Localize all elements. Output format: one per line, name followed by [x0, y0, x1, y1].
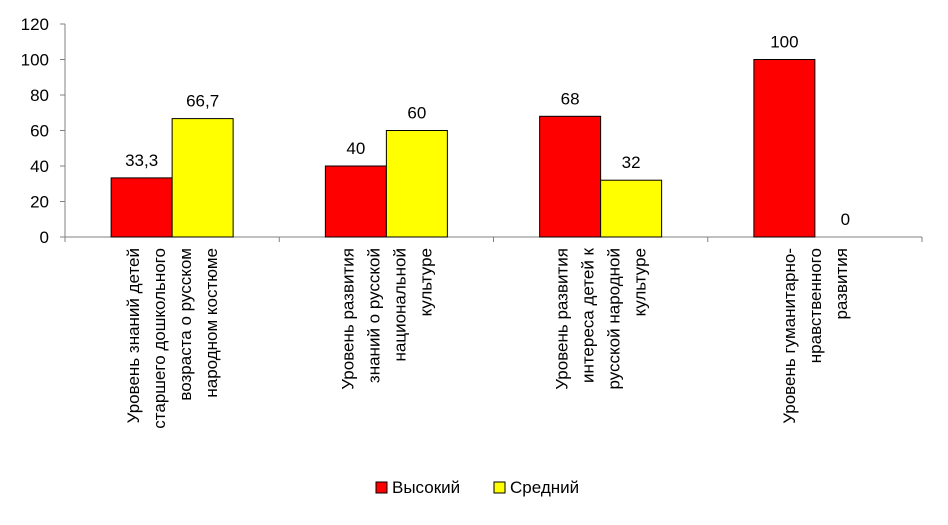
data-label: 32: [622, 153, 641, 172]
data-label: 66,7: [186, 92, 219, 111]
legend-swatch-high: [375, 481, 388, 494]
bar-medium: [385, 130, 448, 238]
bar-high: [324, 165, 387, 238]
data-label: 100: [770, 33, 798, 52]
y-tick-label: 20: [30, 193, 49, 212]
y-tick-label: 120: [21, 15, 49, 34]
data-label: 60: [407, 104, 426, 123]
category-label-line: нравственного: [806, 248, 825, 363]
y-tick-label: 0: [40, 228, 49, 247]
bar-high: [110, 177, 173, 238]
data-label: 33,3: [125, 151, 158, 170]
category-label-line: интереса детей к: [579, 247, 598, 383]
category-label-line: старшего дошкольного: [150, 248, 169, 429]
bars: [110, 59, 816, 238]
category-label-line: Уровень развития: [338, 248, 357, 390]
category-label-line: народном костюме: [202, 248, 221, 398]
category-label-line: Уровень гуманитарно-: [780, 248, 799, 424]
legend: Высокий Средний: [375, 478, 579, 497]
category-label-line: развития: [832, 248, 851, 320]
data-label: 68: [561, 89, 580, 108]
y-tick-label: 60: [30, 122, 49, 141]
data-labels: 33,3 66,7 40 60 68 32 100 0: [125, 33, 850, 230]
legend-swatch-medium: [493, 481, 506, 494]
y-tick-label: 80: [30, 86, 49, 105]
data-label: 40: [346, 139, 365, 158]
category-label-line: возраста о русском: [176, 248, 195, 401]
legend-label: Высокий: [392, 478, 460, 497]
category-label-line: культуре: [631, 248, 650, 316]
data-label: 0: [841, 210, 850, 229]
category-label-line: русской народной: [605, 248, 624, 390]
bar-medium: [600, 179, 663, 238]
y-tick-label: 100: [21, 51, 49, 70]
category-label-line: Уровень развития: [553, 248, 572, 390]
category-label-line: знаний о русской: [364, 248, 383, 383]
category-label-line: национальной: [390, 248, 409, 362]
y-tick-label: 40: [30, 157, 49, 176]
bar-high: [539, 115, 602, 238]
legend-label: Средний: [510, 478, 579, 497]
bar-medium: [171, 118, 234, 238]
category-label-line: культуре: [416, 248, 435, 316]
category-labels: Уровень знаний детей старшего дошкольного…: [124, 247, 851, 428]
bar-high: [753, 59, 816, 238]
category-label-line: Уровень знаний детей: [124, 248, 143, 423]
